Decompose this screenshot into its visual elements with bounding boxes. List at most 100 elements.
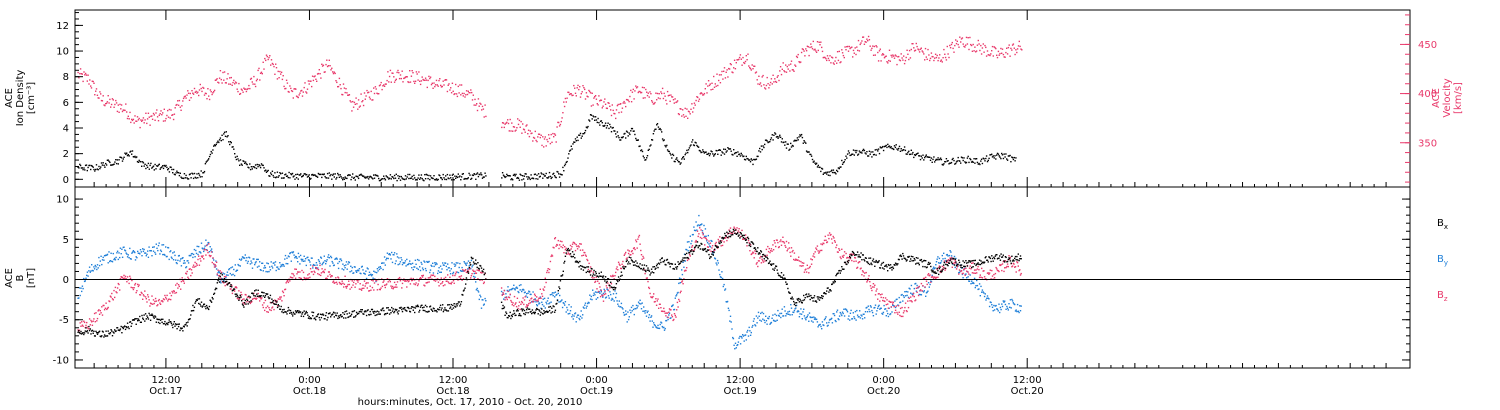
- bz-series-point: [878, 293, 880, 295]
- bz-series-point: [413, 283, 415, 285]
- density-series-point: [264, 170, 266, 172]
- bz-series-point: [941, 265, 943, 268]
- velocity-series-point: [266, 55, 268, 58]
- by-series-point: [269, 269, 272, 271]
- bz-series-point: [927, 273, 930, 275]
- bz-series-point: [738, 228, 740, 230]
- by-series-point: [454, 264, 457, 266]
- bz-series-point: [1009, 256, 1012, 259]
- by-series-point: [367, 268, 369, 270]
- bz-series-point: [1006, 265, 1008, 268]
- bz-series-point: [691, 245, 694, 247]
- bz-series-point: [185, 273, 188, 275]
- bz-series-point: [724, 237, 727, 239]
- velocity-series-point: [736, 59, 738, 61]
- by-series-point: [411, 262, 414, 265]
- bz-series-point: [958, 269, 961, 271]
- density-series-point: [998, 155, 1000, 157]
- bz-series-point: [524, 296, 526, 298]
- velocity-series-point: [574, 87, 576, 89]
- velocity-series-point: [458, 92, 460, 94]
- by-series-point: [365, 277, 368, 280]
- density-series-point: [443, 177, 445, 179]
- velocity-series: [77, 35, 1023, 148]
- bz-series-point: [335, 277, 337, 279]
- bz-series-point: [659, 303, 661, 305]
- density-series-point: [301, 176, 303, 178]
- velocity-series-point: [359, 105, 361, 107]
- density-series-point: [213, 145, 215, 147]
- by-series-point: [376, 271, 378, 274]
- density-series-point: [690, 144, 692, 146]
- bz-series-point: [531, 297, 533, 299]
- velocity-series-point: [445, 79, 448, 81]
- by-series-point: [849, 312, 852, 314]
- by-series-point: [101, 259, 104, 261]
- density-series-point: [332, 174, 334, 176]
- velocity-series-point: [651, 101, 654, 103]
- density-series-point: [265, 171, 268, 173]
- velocity-series-point: [894, 54, 897, 56]
- by-series-point: [513, 284, 515, 286]
- velocity-series-point: [673, 102, 675, 104]
- bz-series-point: [170, 294, 173, 297]
- density-series-point: [236, 155, 238, 158]
- velocity-series-point: [299, 92, 301, 94]
- bz-series-point: [471, 273, 473, 275]
- velocity-series-point: [609, 105, 611, 107]
- density-series-point: [182, 177, 184, 179]
- density-series-point: [213, 144, 216, 146]
- bz-series-point: [894, 312, 896, 314]
- by-series-point: [755, 315, 758, 317]
- bz-series-point: [105, 302, 107, 304]
- bz-series-point: [772, 249, 775, 251]
- by-series-point: [821, 328, 823, 330]
- by-series-point: [738, 337, 740, 339]
- by-series-point: [811, 316, 813, 319]
- density-series-point: [788, 149, 790, 151]
- velocity-series-point: [502, 122, 505, 124]
- velocity-series-point: [364, 98, 366, 100]
- by-series-point: [943, 252, 945, 254]
- density-series-point: [177, 172, 180, 174]
- by-series-point: [284, 254, 287, 257]
- velocity-series-point: [294, 88, 296, 90]
- velocity-series-point: [985, 46, 987, 49]
- bz-series-point: [833, 237, 835, 239]
- density-series-point: [874, 149, 876, 151]
- by-series-point: [904, 295, 907, 297]
- velocity-series-point: [733, 67, 735, 69]
- bz-series-point: [1001, 269, 1003, 272]
- velocity-series-point: [699, 93, 701, 95]
- density-series-point: [332, 173, 335, 175]
- density-series-point: [419, 177, 422, 179]
- density-series-point: [383, 175, 385, 177]
- bz-series-point: [213, 266, 216, 268]
- density-series-point: [453, 179, 455, 181]
- velocity-series-point: [179, 106, 181, 108]
- by-series-point: [540, 307, 542, 309]
- bz-series-point: [264, 309, 266, 312]
- velocity-series-point: [270, 64, 272, 66]
- velocity-series-point: [111, 98, 114, 100]
- velocity-series-point: [78, 77, 80, 79]
- by-series-point: [88, 270, 90, 272]
- by-series-point: [137, 250, 139, 253]
- velocity-series-point: [310, 80, 312, 82]
- density-series-point: [471, 177, 473, 180]
- by-series-point: [473, 272, 475, 275]
- density-series-point: [300, 173, 302, 175]
- velocity-series-point: [225, 82, 227, 84]
- by-series-point: [205, 249, 208, 251]
- velocity-series-point: [598, 95, 600, 97]
- velocity-series-point: [244, 88, 247, 90]
- by-series-point: [339, 258, 341, 260]
- velocity-series-point: [722, 78, 724, 80]
- by-series-point: [267, 262, 269, 265]
- density-series-point: [216, 141, 218, 144]
- density-series-point: [581, 135, 583, 137]
- bz-series-point: [271, 306, 274, 308]
- velocity-series-point: [221, 82, 223, 84]
- by-series-point: [979, 295, 981, 297]
- bz-series-point: [875, 290, 877, 292]
